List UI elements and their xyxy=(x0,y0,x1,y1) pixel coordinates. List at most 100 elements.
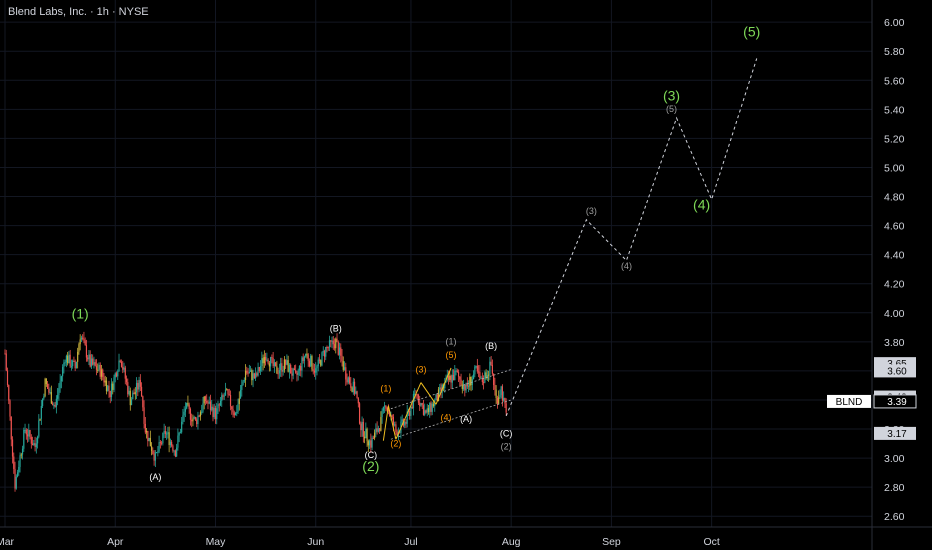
candle-body xyxy=(217,404,219,409)
candle-body xyxy=(107,385,109,392)
price-badge-value: 3.17 xyxy=(887,429,907,440)
candle-body xyxy=(87,357,89,360)
candle-body xyxy=(68,354,70,364)
candle-body xyxy=(371,437,373,448)
candle-body xyxy=(144,423,146,433)
candle-body xyxy=(318,359,321,361)
candle-body xyxy=(224,389,227,396)
candle-body xyxy=(494,384,496,390)
candle-body xyxy=(90,358,93,367)
candle-body xyxy=(256,373,258,376)
candle-body xyxy=(137,382,139,390)
candle-body xyxy=(150,446,153,451)
candle-body xyxy=(489,361,491,375)
candle-body xyxy=(360,423,362,431)
candle-body xyxy=(241,384,243,390)
candle-body xyxy=(307,354,309,361)
price-badge-value: 3.39 xyxy=(887,397,907,408)
candle-body xyxy=(29,429,31,438)
candle-body xyxy=(431,403,433,412)
candle-body xyxy=(64,362,66,364)
candle-body xyxy=(370,440,372,448)
candle-body xyxy=(412,393,415,409)
candle-body xyxy=(411,406,413,409)
wave-label: (A) xyxy=(460,414,472,424)
candle-body xyxy=(491,364,493,374)
wave-label: (2) xyxy=(390,438,401,448)
candle-body xyxy=(49,392,51,394)
candle-body xyxy=(229,394,232,407)
candle-body xyxy=(228,394,230,396)
candle-body xyxy=(440,387,442,392)
candle-body xyxy=(115,373,118,377)
candle-body xyxy=(470,376,472,385)
candle-body xyxy=(19,455,21,467)
candle-body xyxy=(439,387,441,390)
candle-body xyxy=(120,361,123,367)
candle-body xyxy=(457,371,460,377)
candle-body xyxy=(158,442,160,452)
candle-body xyxy=(157,451,159,453)
candle-body xyxy=(376,428,378,432)
candle-body xyxy=(69,354,71,367)
candle-body xyxy=(112,383,114,390)
candle-body xyxy=(493,373,495,385)
candle-body xyxy=(429,402,431,412)
candle-body xyxy=(145,430,148,433)
candle-body xyxy=(203,396,205,404)
candle-body xyxy=(239,389,242,399)
candle-body xyxy=(306,353,308,355)
candle-body xyxy=(41,398,44,407)
y-tick-label: 4.40 xyxy=(884,250,905,262)
candle-body xyxy=(266,359,268,361)
candle-body xyxy=(119,360,121,362)
y-tick-label: 6.00 xyxy=(884,17,905,29)
candle-body xyxy=(127,382,129,395)
candle-body xyxy=(171,441,173,446)
wave-label: (3) xyxy=(586,206,597,216)
candle-body xyxy=(374,432,376,439)
candle-body xyxy=(323,351,326,357)
candle-body xyxy=(352,381,354,393)
candle-body xyxy=(437,389,440,402)
candle-body xyxy=(292,368,294,376)
candle-body xyxy=(504,397,506,404)
price-badge xyxy=(874,364,916,378)
candle-body xyxy=(490,361,492,365)
price-badge xyxy=(874,426,916,440)
candle-body xyxy=(484,372,486,383)
candle-body xyxy=(343,367,346,370)
candle-body xyxy=(147,430,149,442)
candle-body xyxy=(249,370,252,372)
candle-body xyxy=(44,378,46,397)
candle-body xyxy=(244,370,247,380)
candle-body xyxy=(417,394,420,403)
candle-body xyxy=(65,355,67,363)
candle-body xyxy=(102,369,104,377)
candle-body xyxy=(315,368,317,373)
candle-body xyxy=(159,442,161,444)
candle-body xyxy=(60,376,62,382)
candle-body xyxy=(163,430,165,433)
candle-body xyxy=(421,403,423,406)
time-axis[interactable]: Mar Apr May Jun Jul Aug Sep Oct xyxy=(0,536,720,548)
candle-body xyxy=(387,409,389,412)
candle-body xyxy=(164,430,166,434)
candle-body xyxy=(422,405,425,415)
candle-body xyxy=(57,395,59,399)
wave-label: (1) xyxy=(446,337,457,347)
y-tick-label: 2.80 xyxy=(884,482,905,494)
candle-body xyxy=(363,436,366,439)
candle-body xyxy=(258,367,260,371)
candle-body xyxy=(211,406,213,411)
candle-body xyxy=(84,340,86,346)
candle-body xyxy=(243,379,245,382)
candle-body xyxy=(311,356,313,370)
candle-body xyxy=(340,347,342,356)
subwave-segment xyxy=(382,405,389,441)
candle-body xyxy=(336,338,338,342)
candle-body xyxy=(133,392,135,395)
candle-body xyxy=(153,454,155,461)
candle-body xyxy=(105,380,108,392)
